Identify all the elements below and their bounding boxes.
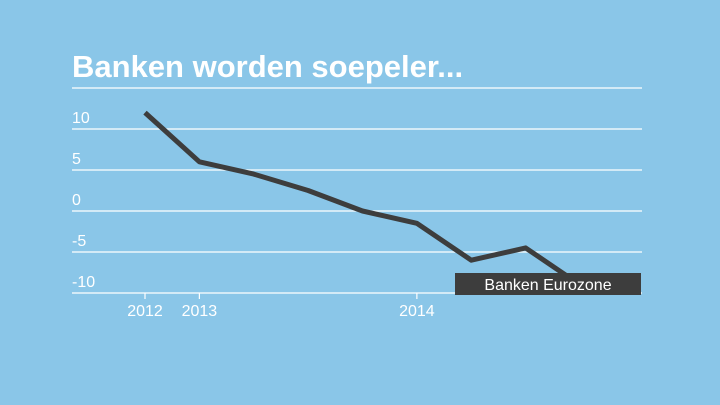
legend: Banken Eurozone xyxy=(455,273,641,295)
y-axis-ticks: 10 5 0 -5 -10 xyxy=(72,110,95,291)
y-tick-label: 0 xyxy=(72,192,81,209)
x-tick-label: 2014 xyxy=(399,303,435,320)
y-tick-label: 10 xyxy=(72,110,90,127)
y-tick-label: -5 xyxy=(72,233,86,250)
y-tick-label: -10 xyxy=(72,274,95,291)
grid-lines xyxy=(72,87,642,294)
series-group xyxy=(143,110,582,287)
x-tick-label: 2013 xyxy=(182,303,218,320)
x-axis-ticks: 2012 2013 2014 xyxy=(127,293,435,320)
y-tick-label: 5 xyxy=(72,151,81,168)
series-line xyxy=(143,110,582,287)
x-tick-label: 2012 xyxy=(127,303,163,320)
legend-box xyxy=(455,273,641,295)
chart-title: Banken worden soepeler... xyxy=(72,49,463,84)
legend-label: Banken Eurozone xyxy=(484,277,611,294)
